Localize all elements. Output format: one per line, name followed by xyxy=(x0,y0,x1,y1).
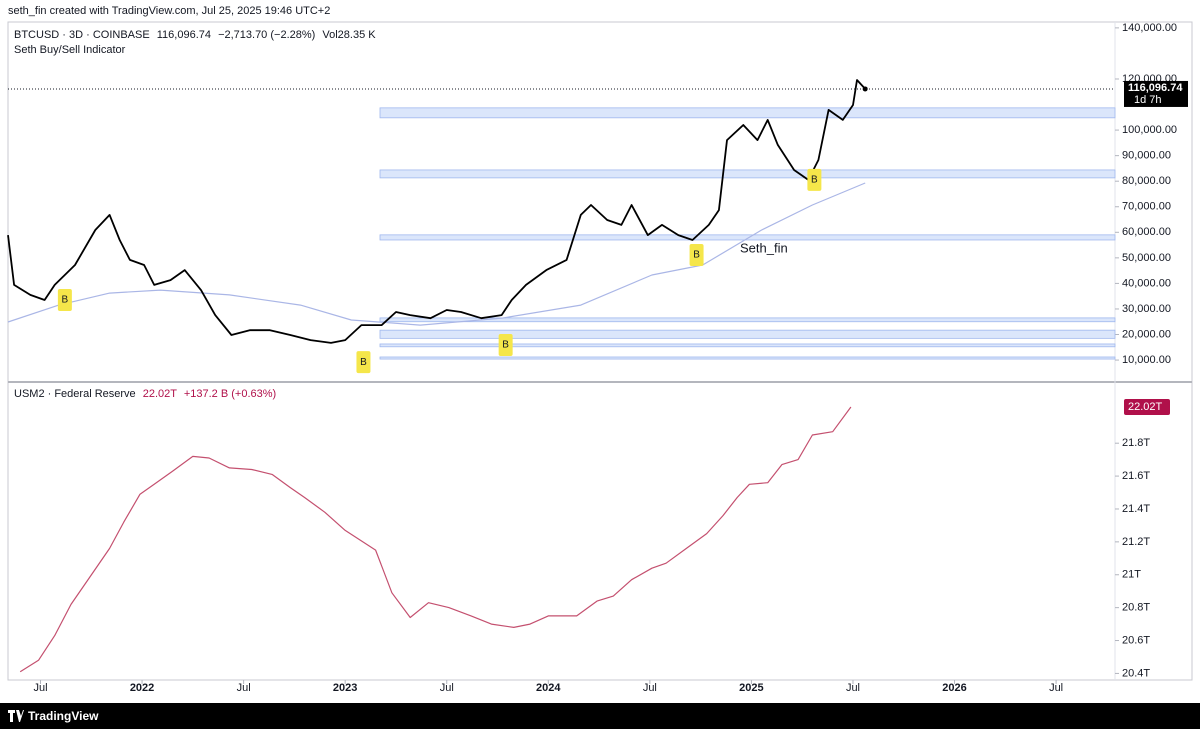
y-tick-label: 90,000.00 xyxy=(1122,150,1171,162)
y-tick-label: 70,000.00 xyxy=(1122,201,1171,213)
buy-marker xyxy=(498,333,513,356)
y-tick-label: 20.8T xyxy=(1122,602,1150,614)
y-tick-label: 30,000.00 xyxy=(1122,303,1171,315)
y-tick-label: 10,000.00 xyxy=(1122,354,1171,366)
symbol: USM2 · Federal Reserve xyxy=(14,388,136,400)
value-change: +137.2 B (+0.63%) xyxy=(184,388,276,400)
countdown: 1d 7h xyxy=(1134,94,1162,106)
chart: BTCUSD · 3D · COINBASE 116,096.74 −2,713… xyxy=(7,21,1193,694)
zone xyxy=(379,169,1116,179)
y-tick-label: 40,000.00 xyxy=(1122,277,1171,289)
y-tick-label: 50,000.00 xyxy=(1122,252,1171,264)
x-tick-label: Jul xyxy=(1049,682,1063,694)
buy-marker-label: B xyxy=(360,357,367,368)
footer: TradingView xyxy=(0,703,1200,729)
buy-marker xyxy=(57,289,72,312)
x-tick-label: 2025 xyxy=(739,682,763,694)
footer-brand: TradingView xyxy=(28,709,99,723)
price-line xyxy=(19,406,852,673)
y-tick-label: 100,000.00 xyxy=(1122,124,1177,136)
x-tick-label: Jul xyxy=(643,682,657,694)
header: seth_fin created with TradingView.com, J… xyxy=(0,0,1200,22)
indicator-name: Seth Buy/Sell Indicator xyxy=(14,44,126,56)
price-line xyxy=(7,182,866,326)
buy-marker-label: B xyxy=(693,250,700,261)
y-tick-label: 20.6T xyxy=(1122,634,1150,646)
x-tick-label: 2026 xyxy=(942,682,966,694)
x-tick-label: 2022 xyxy=(130,682,154,694)
zone xyxy=(379,356,1116,360)
symbol: BTCUSD · 3D · COINBASE xyxy=(14,29,150,41)
zone xyxy=(379,329,1116,339)
y-tick-label: 21.6T xyxy=(1122,470,1150,482)
price-badge-text: 116,096.74 xyxy=(1128,82,1183,94)
buy-marker xyxy=(356,351,371,374)
zone xyxy=(379,317,1116,323)
x-tick-label: Jul xyxy=(440,682,454,694)
zone xyxy=(379,234,1116,241)
last-price-dot xyxy=(862,86,868,92)
price-line xyxy=(7,79,866,344)
x-tick-label: 2023 xyxy=(333,682,357,694)
legend-line: USM2 · Federal Reserve 22.02T +137.2 B (… xyxy=(14,388,276,400)
y-tick-label: 21.2T xyxy=(1122,536,1150,548)
price-change: −2,713.70 (−2.28%) xyxy=(218,29,315,41)
last-price: 116,096.74 xyxy=(157,29,211,41)
annotation: Seth_fin xyxy=(740,240,788,255)
zone xyxy=(379,107,1116,119)
value-badge xyxy=(1124,399,1170,416)
y-tick-label: 80,000.00 xyxy=(1122,175,1171,187)
zone xyxy=(379,343,1116,348)
y-tick-label: 21T xyxy=(1122,569,1141,581)
buy-marker-label: B xyxy=(811,175,818,186)
y-tick-label: 140,000.00 xyxy=(1122,22,1177,34)
buy-marker xyxy=(807,168,822,191)
value-badge-text: 22.02T xyxy=(1128,401,1163,413)
volume: Vol28.35 K xyxy=(322,29,376,41)
x-tick-label: Jul xyxy=(237,682,251,694)
y-tick-label: 20.4T xyxy=(1122,667,1150,679)
chart-frame xyxy=(7,21,1193,681)
y-tick-label: 20,000.00 xyxy=(1122,328,1171,340)
buy-marker xyxy=(689,244,704,267)
x-tick-label: Jul xyxy=(33,682,47,694)
buy-marker-label: B xyxy=(502,340,509,351)
y-tick-label: 60,000.00 xyxy=(1122,226,1171,238)
x-tick-label: Jul xyxy=(846,682,860,694)
y-tick-label: 21.4T xyxy=(1122,503,1150,515)
legend-line: BTCUSD · 3D · COINBASE 116,096.74 −2,713… xyxy=(14,29,376,41)
buy-marker-label: B xyxy=(62,295,69,306)
x-tick-label: 2024 xyxy=(536,682,561,694)
last-value: 22.02T xyxy=(143,388,178,400)
price-badge xyxy=(1124,80,1188,107)
y-tick-label: 21.8T xyxy=(1122,437,1150,449)
logo xyxy=(8,710,24,722)
